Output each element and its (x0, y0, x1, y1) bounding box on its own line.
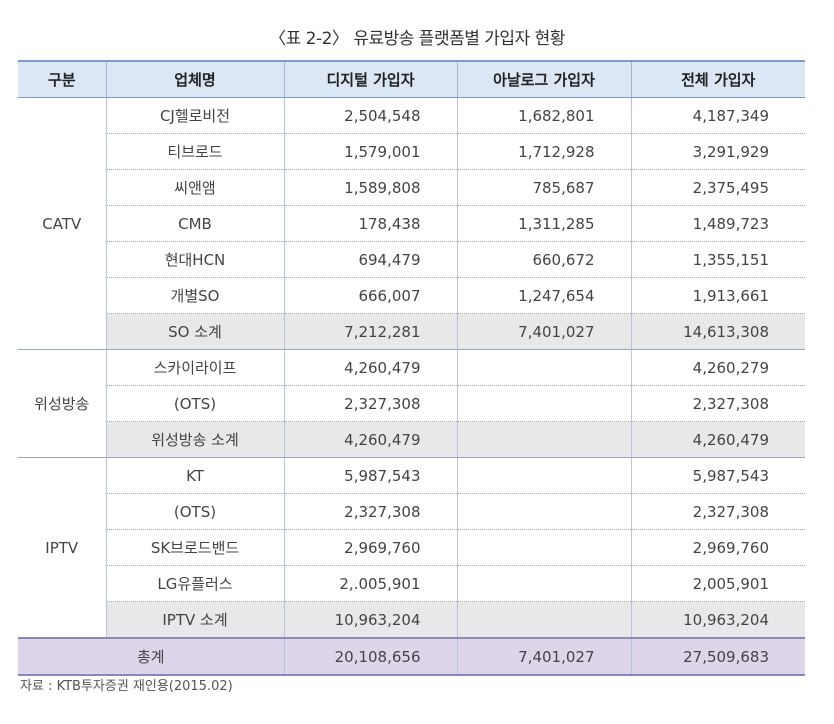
analog-cell: 1,247,654 (456, 277, 631, 314)
header-row: 구분 업체명 디지털 가입자 아날로그 가입자 전체 가입자 (18, 60, 805, 98)
digital-cell: 10,963,204 (283, 601, 457, 639)
analog-cell (456, 457, 631, 494)
analog-cell: 660,672 (456, 241, 631, 278)
analog-cell (456, 385, 631, 422)
header-category: 구분 (18, 60, 106, 98)
table-row: (OTS) 2,327,308 2,327,308 (18, 385, 805, 422)
company-cell: KT (105, 457, 284, 494)
header-company: 업체명 (105, 60, 284, 98)
subtotal-row: SO 소계 7,212,281 7,401,027 14,613,308 (18, 313, 805, 350)
total-cell: 4,187,349 (630, 97, 805, 134)
analog-cell (456, 421, 631, 458)
company-cell: (OTS) (105, 385, 284, 422)
total-cell: 1,489,723 (630, 205, 805, 242)
source-note: 자료 : KTB투자증권 재인용(2015.02) (20, 679, 233, 694)
group-label: CATV (18, 97, 106, 350)
analog-cell: 1,682,801 (456, 97, 631, 134)
company-cell: 개별SO (105, 277, 284, 314)
total-cell: 2,327,308 (630, 385, 805, 422)
grand-total-row: 총계 20,108,656 7,401,027 27,509,683 (18, 637, 805, 676)
digital-cell: 178,438 (283, 205, 457, 242)
digital-cell: 7,212,281 (283, 313, 457, 350)
company-cell: 스카이라이프 (105, 349, 284, 386)
subtotal-label: 위성방송 소계 (105, 421, 284, 458)
total-cell: 27,509,683 (630, 637, 805, 676)
digital-cell: 1,589,808 (283, 169, 457, 206)
analog-cell (456, 565, 631, 602)
table-row: LG유플러스 2,.005,901 2,005,901 (18, 565, 805, 602)
total-cell: 2,375,495 (630, 169, 805, 206)
analog-cell: 1,712,928 (456, 133, 631, 170)
table-row: IPTV KT 5,987,543 5,987,543 (18, 457, 805, 639)
subtotal-label: SO 소계 (105, 313, 284, 350)
subtotal-row: IPTV 소계 10,963,204 10,963,204 (18, 601, 805, 639)
company-cell: 씨앤앰 (105, 169, 284, 206)
company-cell: 티브로드 (105, 133, 284, 170)
total-cell: 2,969,760 (630, 529, 805, 566)
digital-cell: 2,.005,901 (283, 565, 457, 602)
table-row: 개별SO 666,007 1,247,654 1,913,661 (18, 277, 805, 314)
table-row: 현대HCN 694,479 660,672 1,355,151 (18, 241, 805, 278)
company-cell: (OTS) (105, 493, 284, 530)
table-row: (OTS) 2,327,308 2,327,308 (18, 493, 805, 530)
group-label: IPTV (18, 457, 106, 639)
table-row: SK브로드밴드 2,969,760 2,969,760 (18, 529, 805, 566)
analog-cell (456, 493, 631, 530)
total-cell: 2,327,308 (630, 493, 805, 530)
digital-cell: 5,987,543 (283, 457, 457, 494)
company-cell: 현대HCN (105, 241, 284, 278)
grand-total-label: 총계 (18, 637, 284, 676)
digital-cell: 20,108,656 (283, 637, 457, 676)
digital-cell: 4,260,479 (283, 421, 457, 458)
total-cell: 4,260,279 (630, 349, 805, 386)
company-cell: LG유플러스 (105, 565, 284, 602)
header-digital: 디지털 가입자 (283, 60, 457, 98)
digital-cell: 2,504,548 (283, 97, 457, 134)
group-label: 위성방송 (18, 349, 106, 458)
total-cell: 3,291,929 (630, 133, 805, 170)
company-cell: SK브로드밴드 (105, 529, 284, 566)
subtotal-label: IPTV 소계 (105, 601, 284, 639)
table-row: 씨앤앰 1,589,808 785,687 2,375,495 (18, 169, 805, 206)
table-title: 〈표 2-2〉 유료방송 플랫폼별 가입자 현황 (269, 29, 565, 49)
total-cell: 5,987,543 (630, 457, 805, 494)
total-cell: 10,963,204 (630, 601, 805, 639)
header-total: 전체 가입자 (630, 60, 805, 98)
digital-cell: 4,260,479 (283, 349, 457, 386)
subtotal-row: 위성방송 소계 4,260,479 4,260,479 (18, 421, 805, 458)
analog-cell: 1,311,285 (456, 205, 631, 242)
total-cell: 4,260,479 (630, 421, 805, 458)
subscriber-table: 구분 업체명 디지털 가입자 아날로그 가입자 전체 가입자 CATV CJ헬로… (18, 60, 805, 676)
company-cell: CMB (105, 205, 284, 242)
total-cell: 1,355,151 (630, 241, 805, 278)
digital-cell: 1,579,001 (283, 133, 457, 170)
analog-cell: 7,401,027 (456, 313, 631, 350)
digital-cell: 2,327,308 (283, 385, 457, 422)
company-cell: CJ헬로비전 (105, 97, 284, 134)
header-analog: 아날로그 가입자 (456, 60, 631, 98)
analog-cell (456, 601, 631, 639)
total-cell: 2,005,901 (630, 565, 805, 602)
total-cell: 1,913,661 (630, 277, 805, 314)
total-cell: 14,613,308 (630, 313, 805, 350)
analog-cell (456, 349, 631, 386)
table-row: CATV CJ헬로비전 2,504,548 1,682,801 4,187,34… (18, 97, 805, 350)
table-row: 위성방송 스카이라이프 4,260,479 4,260,279 (18, 349, 805, 458)
digital-cell: 2,327,308 (283, 493, 457, 530)
analog-cell (456, 529, 631, 566)
digital-cell: 2,969,760 (283, 529, 457, 566)
analog-cell: 7,401,027 (456, 637, 631, 676)
digital-cell: 666,007 (283, 277, 457, 314)
digital-cell: 694,479 (283, 241, 457, 278)
table-row: CMB 178,438 1,311,285 1,489,723 (18, 205, 805, 242)
analog-cell: 785,687 (456, 169, 631, 206)
table-row: 티브로드 1,579,001 1,712,928 3,291,929 (18, 133, 805, 170)
